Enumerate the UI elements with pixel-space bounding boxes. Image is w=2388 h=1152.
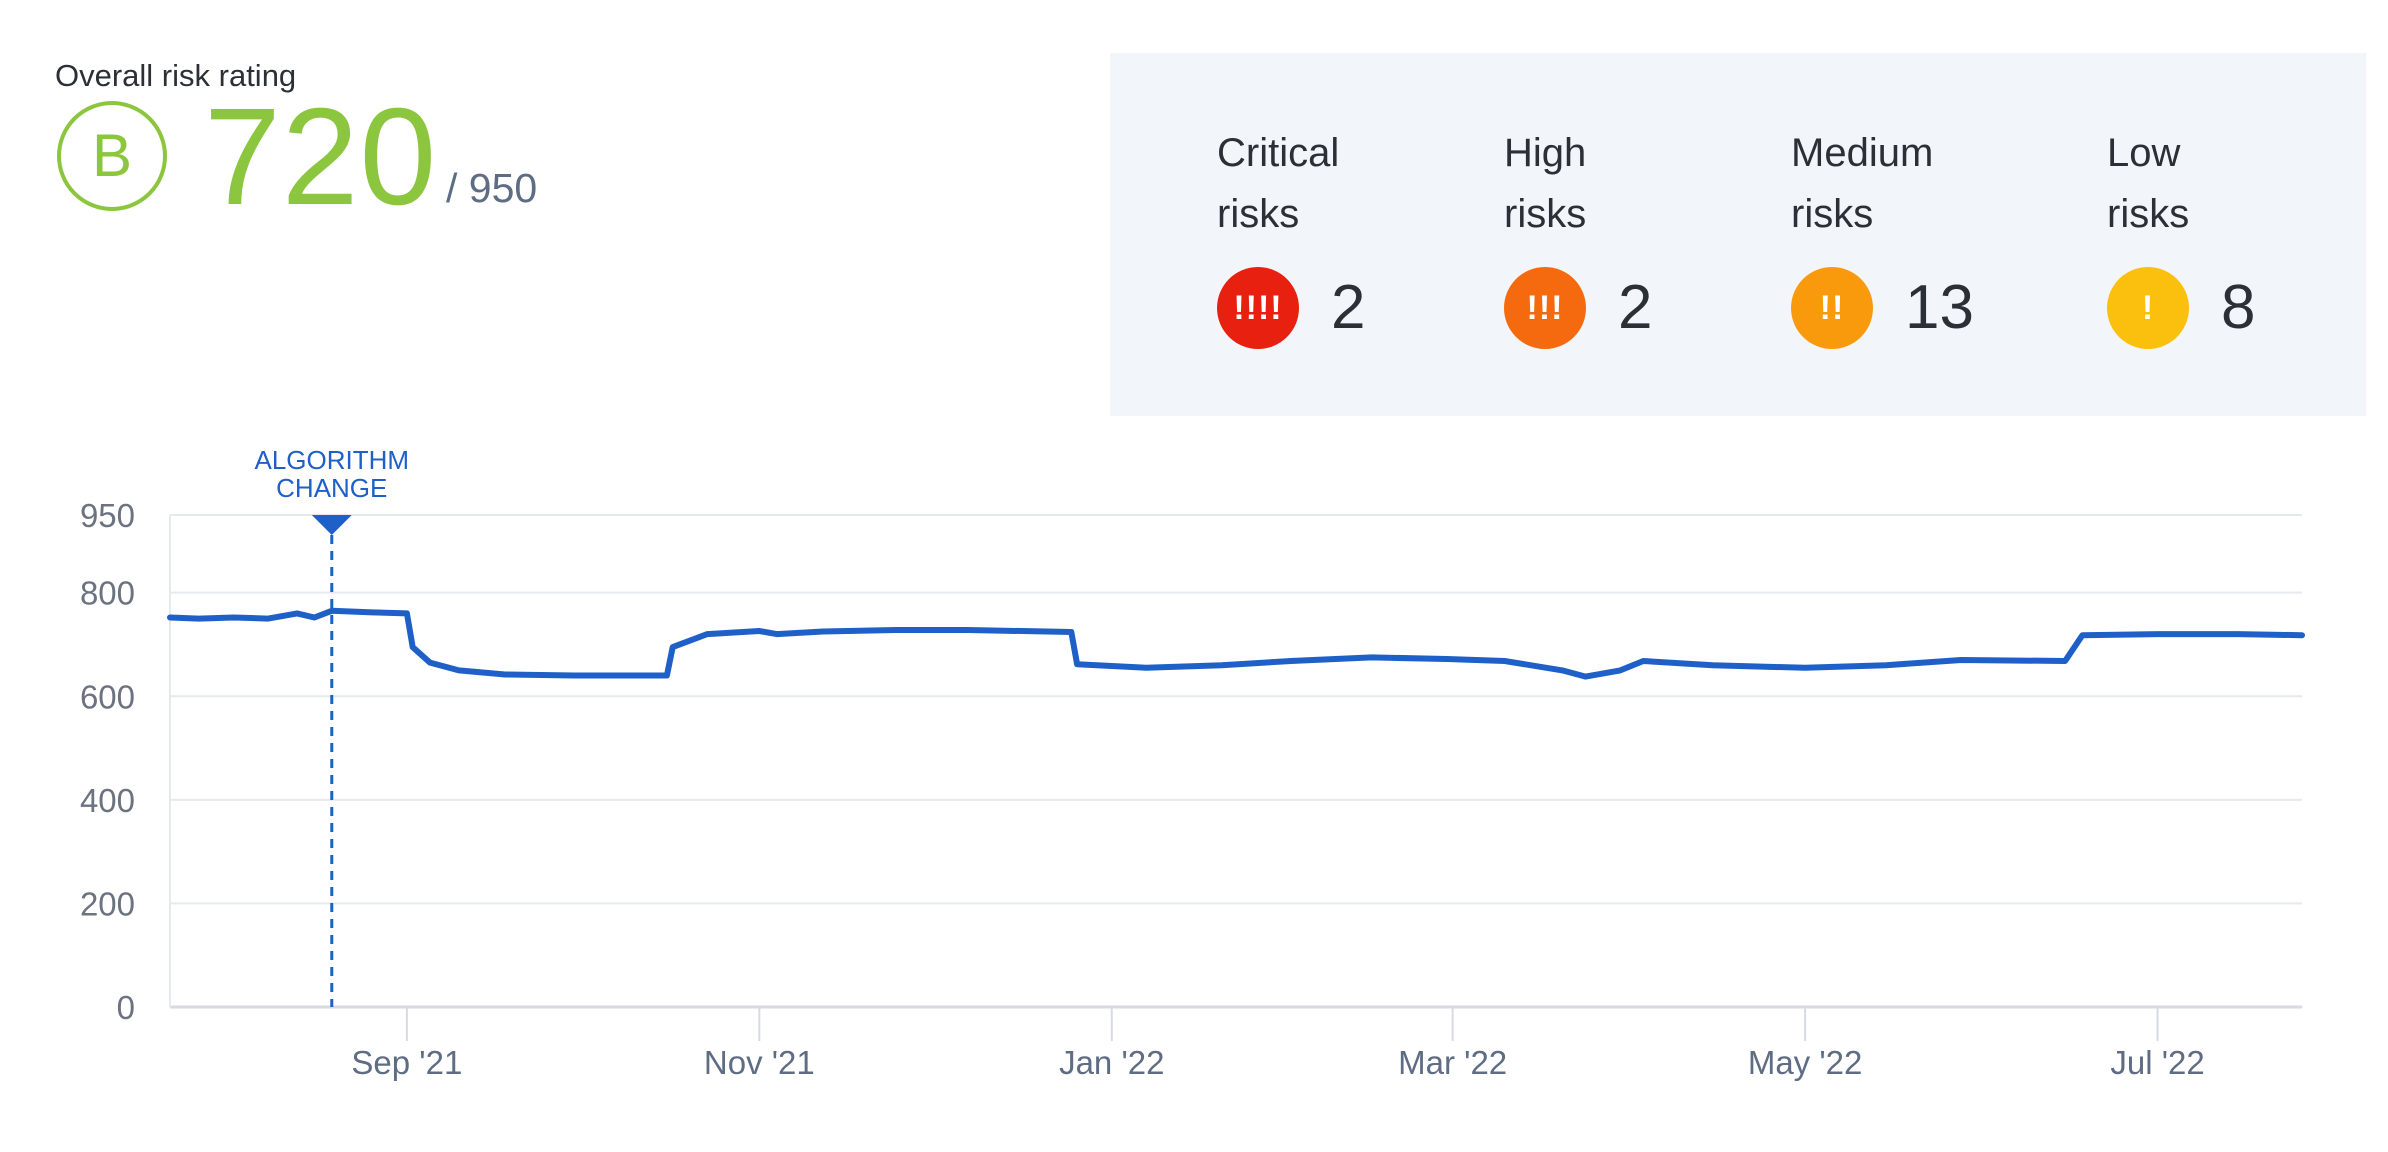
x-tick-label: Sep '21 [351,1044,462,1081]
overall-risk-rating-label: Overall risk rating [55,58,297,93]
risk-summary-panel: Critical risks !!!! 2 High risks !!! 2 M… [1110,53,2366,416]
risk-category-title: Medium risks [1791,131,1934,236]
medium-risk-count: 13 [1905,273,1974,342]
risk-category-title: High risks [1504,131,1587,236]
risk-category-high[interactable]: High risks !!! 2 [1504,123,1764,349]
high-risk-count: 2 [1618,273,1653,342]
y-tick-label: 950 [80,497,135,534]
risk-category-critical[interactable]: Critical risks !!!! 2 [1217,123,1477,349]
low-risk-count: 8 [2221,273,2256,342]
risk-category-low[interactable]: Low risks ! 8 [2107,123,2367,349]
high-exclamation-icon: !!! [1504,267,1586,349]
y-tick-label: 600 [80,678,135,715]
risk-score: 720 [204,80,438,234]
x-tick-label: May '22 [1748,1044,1863,1081]
medium-exclamation-icon: !! [1791,267,1873,349]
risk-score-line [167,607,2305,680]
x-tick-label: Mar '22 [1398,1044,1507,1081]
chart-axes: 0 200 400 600 800 950 Sep '21 Nov '21 Jan '22 Mar… [80,497,2205,1081]
risk-category-title: Low risks [2107,131,2190,236]
x-tick-label: Jan '22 [1059,1044,1164,1081]
grade-badge: B [57,101,167,211]
low-exclamation-icon: ! [2107,267,2189,349]
y-tick-label: 800 [80,575,135,612]
annotation-label-line2: CHANGE [276,473,387,503]
y-tick-label: 400 [80,782,135,819]
annotation-label-line1: ALGORITHM [254,445,409,475]
grade-letter: B [91,122,133,189]
y-tick-label: 0 [117,989,135,1026]
x-tick-label: Nov '21 [704,1044,815,1081]
critical-risk-count: 2 [1331,273,1366,342]
x-tick-label: Jul '22 [2110,1044,2204,1081]
chart-gridlines [170,514,2302,1009]
risk-category-title: Critical risks [1217,131,1340,236]
critical-exclamation-icon: !!!! [1217,267,1299,349]
chart-series [167,607,2305,680]
annotation-marker-icon [311,515,352,535]
y-tick-label: 200 [80,885,135,922]
risk-category-medium[interactable]: Medium risks !! 13 [1791,123,2051,349]
risk-score-max: / 950 [446,165,538,211]
